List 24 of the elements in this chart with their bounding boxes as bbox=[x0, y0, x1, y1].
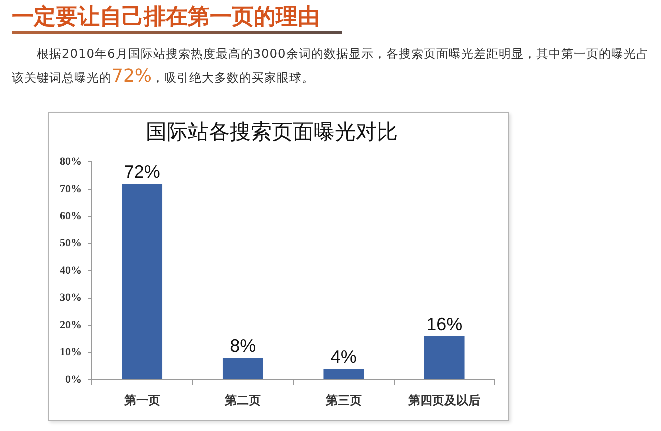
data-label: 8% bbox=[230, 336, 256, 356]
data-label: 4% bbox=[330, 347, 357, 368]
y-tick-label: 50% bbox=[60, 238, 82, 250]
x-tick-label: 第一页 bbox=[123, 393, 160, 408]
y-tick-label: 0% bbox=[66, 374, 82, 386]
text: 根据2010年6月国际站搜索热度最高的3000余词的数据显示，各搜索页面曝光差距明显，其中第一页的曝光占该关键词总曝光的72%，吸引绝大多数的买家眼球。 bbox=[12, 47, 649, 87]
text: 一定要让自己排在第一页的理由 bbox=[12, 5, 320, 31]
x-tick-label: 第三页 bbox=[324, 393, 362, 408]
x-tick-label: 第四页及以后 bbox=[408, 393, 481, 408]
bar bbox=[324, 369, 364, 380]
y-tick-label: 10% bbox=[60, 346, 82, 359]
y-tick-label: 20% bbox=[60, 319, 82, 332]
bar bbox=[122, 184, 163, 380]
y-tick-label: 70% bbox=[60, 183, 82, 196]
data-label: 72% bbox=[124, 162, 160, 182]
x-tick-label: 第二页 bbox=[224, 393, 262, 408]
bar bbox=[222, 358, 264, 380]
chart-title: 国际站各搜索页面曝光对比 bbox=[146, 120, 398, 144]
data-label: 16% bbox=[426, 314, 463, 334]
y-tick-label: 40% bbox=[60, 264, 82, 277]
y-tick-label: 80% bbox=[60, 156, 82, 168]
y-tick-label: 60% bbox=[60, 210, 82, 222]
y-tick-label: 30% bbox=[60, 292, 82, 304]
bar bbox=[424, 336, 465, 380]
